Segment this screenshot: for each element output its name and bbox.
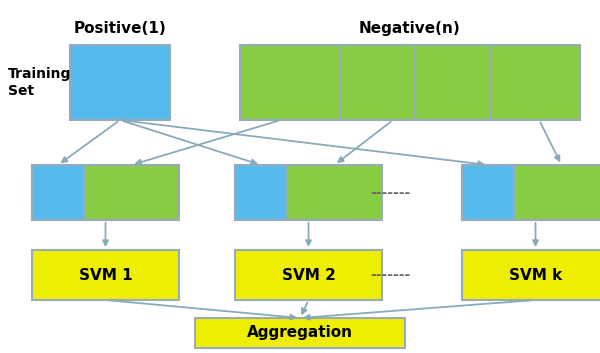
- Text: Positive(1): Positive(1): [74, 21, 166, 36]
- FancyBboxPatch shape: [462, 250, 600, 300]
- Text: -------: -------: [370, 268, 410, 282]
- FancyBboxPatch shape: [32, 165, 84, 220]
- Text: -------: -------: [370, 185, 410, 199]
- FancyBboxPatch shape: [32, 250, 179, 300]
- FancyBboxPatch shape: [235, 165, 382, 220]
- FancyBboxPatch shape: [462, 165, 600, 220]
- Text: SVM 2: SVM 2: [281, 268, 335, 282]
- Text: Negative(n): Negative(n): [359, 21, 461, 36]
- FancyBboxPatch shape: [235, 165, 287, 220]
- Text: Training
Set: Training Set: [8, 67, 71, 97]
- Text: Aggregation: Aggregation: [247, 325, 353, 341]
- FancyBboxPatch shape: [235, 250, 382, 300]
- Text: SVM 1: SVM 1: [79, 268, 133, 282]
- FancyBboxPatch shape: [462, 165, 514, 220]
- Text: SVM k: SVM k: [509, 268, 562, 282]
- FancyBboxPatch shape: [70, 45, 170, 120]
- FancyBboxPatch shape: [32, 165, 179, 220]
- FancyBboxPatch shape: [195, 318, 405, 348]
- FancyBboxPatch shape: [240, 45, 580, 120]
